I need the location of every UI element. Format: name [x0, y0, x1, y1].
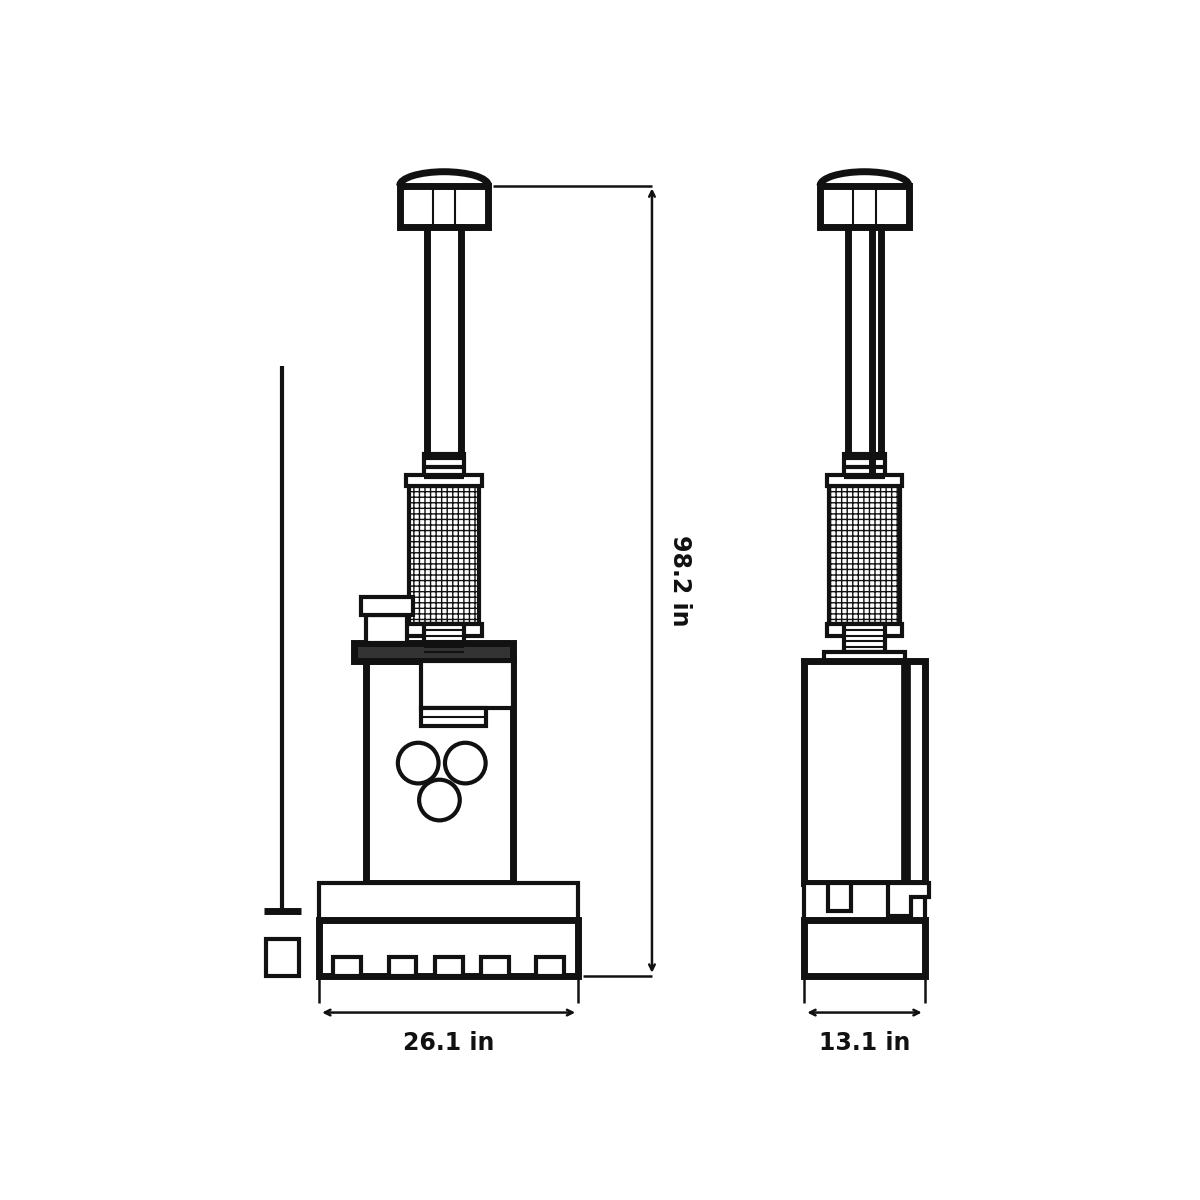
Bar — [400, 186, 488, 227]
Bar — [319, 883, 578, 920]
Bar — [844, 454, 884, 476]
Polygon shape — [888, 883, 929, 916]
Bar — [427, 227, 461, 476]
Bar — [827, 475, 902, 486]
Bar — [536, 958, 564, 976]
Bar — [361, 596, 413, 616]
Text: 98.2 in: 98.2 in — [667, 535, 691, 626]
Bar — [421, 708, 486, 726]
Bar — [827, 624, 902, 636]
Bar — [804, 920, 924, 976]
Bar — [409, 486, 479, 624]
Bar — [406, 624, 482, 636]
Bar — [403, 653, 485, 661]
Bar — [434, 958, 462, 976]
Bar — [829, 486, 900, 624]
Bar — [804, 661, 924, 883]
Bar — [424, 454, 464, 476]
Bar — [424, 624, 464, 653]
Bar — [844, 624, 884, 653]
Bar — [389, 958, 416, 976]
Bar — [319, 920, 578, 976]
Bar — [481, 958, 509, 976]
Bar — [354, 643, 514, 661]
Text: 26.1 in: 26.1 in — [403, 1031, 494, 1055]
Bar — [366, 661, 514, 883]
Bar — [824, 653, 905, 661]
Bar — [406, 475, 482, 486]
Bar — [820, 186, 908, 227]
Bar — [848, 227, 881, 476]
Bar — [828, 883, 851, 911]
Bar — [421, 661, 514, 708]
Bar — [265, 938, 299, 976]
Bar — [334, 958, 361, 976]
Bar — [804, 883, 924, 920]
Text: 13.1 in: 13.1 in — [818, 1031, 910, 1055]
Bar — [366, 616, 407, 643]
